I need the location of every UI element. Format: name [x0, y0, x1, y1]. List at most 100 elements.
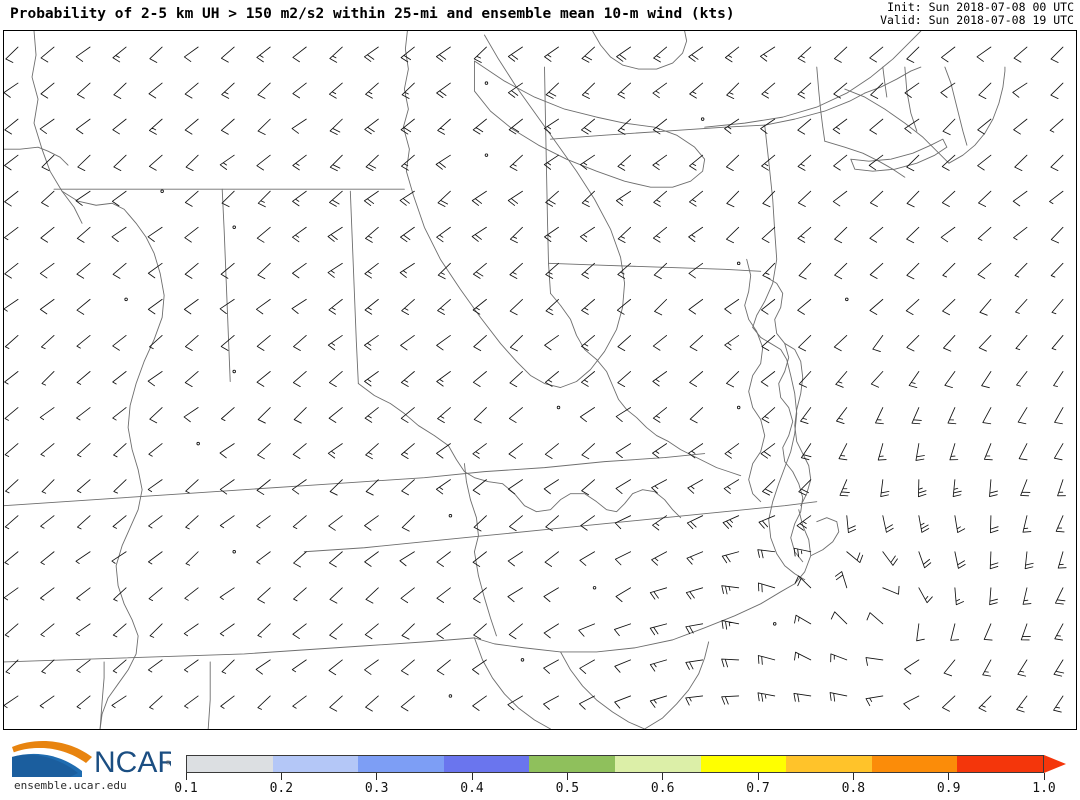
weather-map[interactable]	[4, 31, 1076, 729]
colorbar-segment-6	[700, 756, 787, 772]
wind-barb	[184, 118, 199, 135]
wind-barb	[833, 46, 848, 63]
wind-barb	[954, 551, 966, 569]
wind-barb	[39, 262, 55, 279]
wind-barb	[4, 298, 19, 312]
wind-barb	[947, 407, 957, 425]
wind-barb	[435, 479, 451, 495]
map-panel[interactable]	[3, 30, 1077, 730]
wind-barb	[472, 551, 487, 567]
wind-barb	[364, 46, 379, 62]
wind-barb	[77, 154, 91, 172]
wind-barb	[291, 298, 307, 314]
wind-barb	[689, 82, 704, 99]
wind-barb	[400, 226, 415, 243]
colorbar-segment-1	[272, 756, 359, 772]
wind-barb	[149, 335, 163, 350]
ncar-url-label: ensemble.ucar.edu	[14, 779, 127, 792]
wind-barb	[581, 335, 595, 351]
wind-barb	[4, 695, 19, 709]
wind-barb	[149, 46, 163, 63]
wind-barb	[112, 623, 127, 638]
wind-barb	[688, 226, 704, 243]
wind-barb	[544, 443, 559, 459]
wind-barb	[219, 515, 235, 529]
ncar-logo[interactable]: NCAR ensemble.ucar.edu ®	[6, 737, 171, 795]
wind-barb	[653, 46, 668, 63]
wind-barb	[614, 623, 632, 637]
colorbar-tick	[1043, 773, 1045, 780]
wind-barb	[472, 262, 487, 279]
wind-barb	[1050, 262, 1064, 278]
wind-barb	[989, 479, 998, 497]
wind-barb	[292, 46, 307, 63]
wind-barb	[4, 226, 19, 241]
wind-barb	[689, 190, 704, 207]
wind-barb	[906, 154, 920, 172]
valid-time-label: Valid: Sun 2018-07-08 19 UTC	[880, 13, 1074, 27]
wind-barb	[941, 46, 956, 63]
wind-barb	[653, 262, 668, 280]
wind-barb	[614, 695, 632, 709]
wind-barb	[520, 658, 525, 662]
wind-barb	[364, 298, 379, 315]
colorbar-tick-label: 0.7	[746, 781, 770, 796]
wind-barb	[473, 587, 487, 604]
wind-barb	[579, 551, 595, 566]
wind-barb	[724, 443, 740, 459]
wind-barb	[111, 695, 127, 709]
wind-barb	[798, 335, 812, 352]
wind-barb	[1057, 551, 1067, 569]
wind-barb	[543, 623, 559, 639]
wind-barb	[724, 118, 740, 134]
wind-barb	[614, 659, 632, 673]
colorbar-tick-label: 0.6	[650, 781, 675, 796]
wind-barb	[918, 515, 930, 533]
colorbar-segment-8	[871, 756, 958, 772]
wind-barb	[509, 371, 523, 388]
wind-barb	[726, 226, 740, 244]
colorbar[interactable]: 0.1 0.2 0.3 0.4 0.5 0.6 0.7 0.8 0.9 1.0	[174, 755, 1074, 799]
wind-barb	[75, 46, 91, 62]
wind-barb	[617, 226, 632, 244]
wind-barb	[834, 262, 848, 280]
wind-barb	[942, 118, 956, 136]
wind-barb	[977, 262, 992, 279]
colorbar-tick	[566, 773, 568, 780]
wind-barb	[981, 371, 992, 389]
wind-barb	[579, 226, 595, 242]
wind-barb	[257, 623, 271, 638]
wind-barb	[845, 297, 849, 302]
wind-barb	[943, 335, 956, 352]
wind-barb	[76, 659, 91, 673]
wind-barb	[400, 335, 415, 351]
wind-barb	[329, 154, 343, 172]
wind-barb	[148, 551, 163, 565]
wind-barb	[219, 443, 235, 459]
wind-barb	[761, 226, 776, 243]
wind-barb	[292, 154, 307, 171]
wind-barb	[41, 371, 55, 386]
wind-barb	[185, 515, 199, 530]
wind-barb	[147, 262, 163, 279]
wind-barb	[365, 443, 379, 460]
wind-barb	[700, 117, 705, 121]
wind-barb	[757, 692, 776, 702]
wind-barb	[160, 189, 164, 193]
wind-barb	[617, 262, 632, 279]
wind-barb	[148, 515, 163, 529]
wind-barb	[1020, 479, 1031, 497]
wind-barb	[112, 335, 127, 351]
wind-barb	[219, 479, 235, 495]
wind-barb	[256, 551, 271, 565]
wind-barb	[846, 515, 857, 534]
wind-barb	[76, 695, 91, 710]
colorbar-tick-label: 0.5	[555, 781, 580, 796]
wind-barb	[685, 659, 704, 670]
wind-barb	[183, 407, 199, 423]
wind-barb	[797, 118, 812, 135]
wind-barb	[437, 407, 451, 424]
wind-barb	[220, 46, 235, 63]
wind-barb	[688, 298, 704, 315]
wind-barb	[183, 46, 199, 62]
